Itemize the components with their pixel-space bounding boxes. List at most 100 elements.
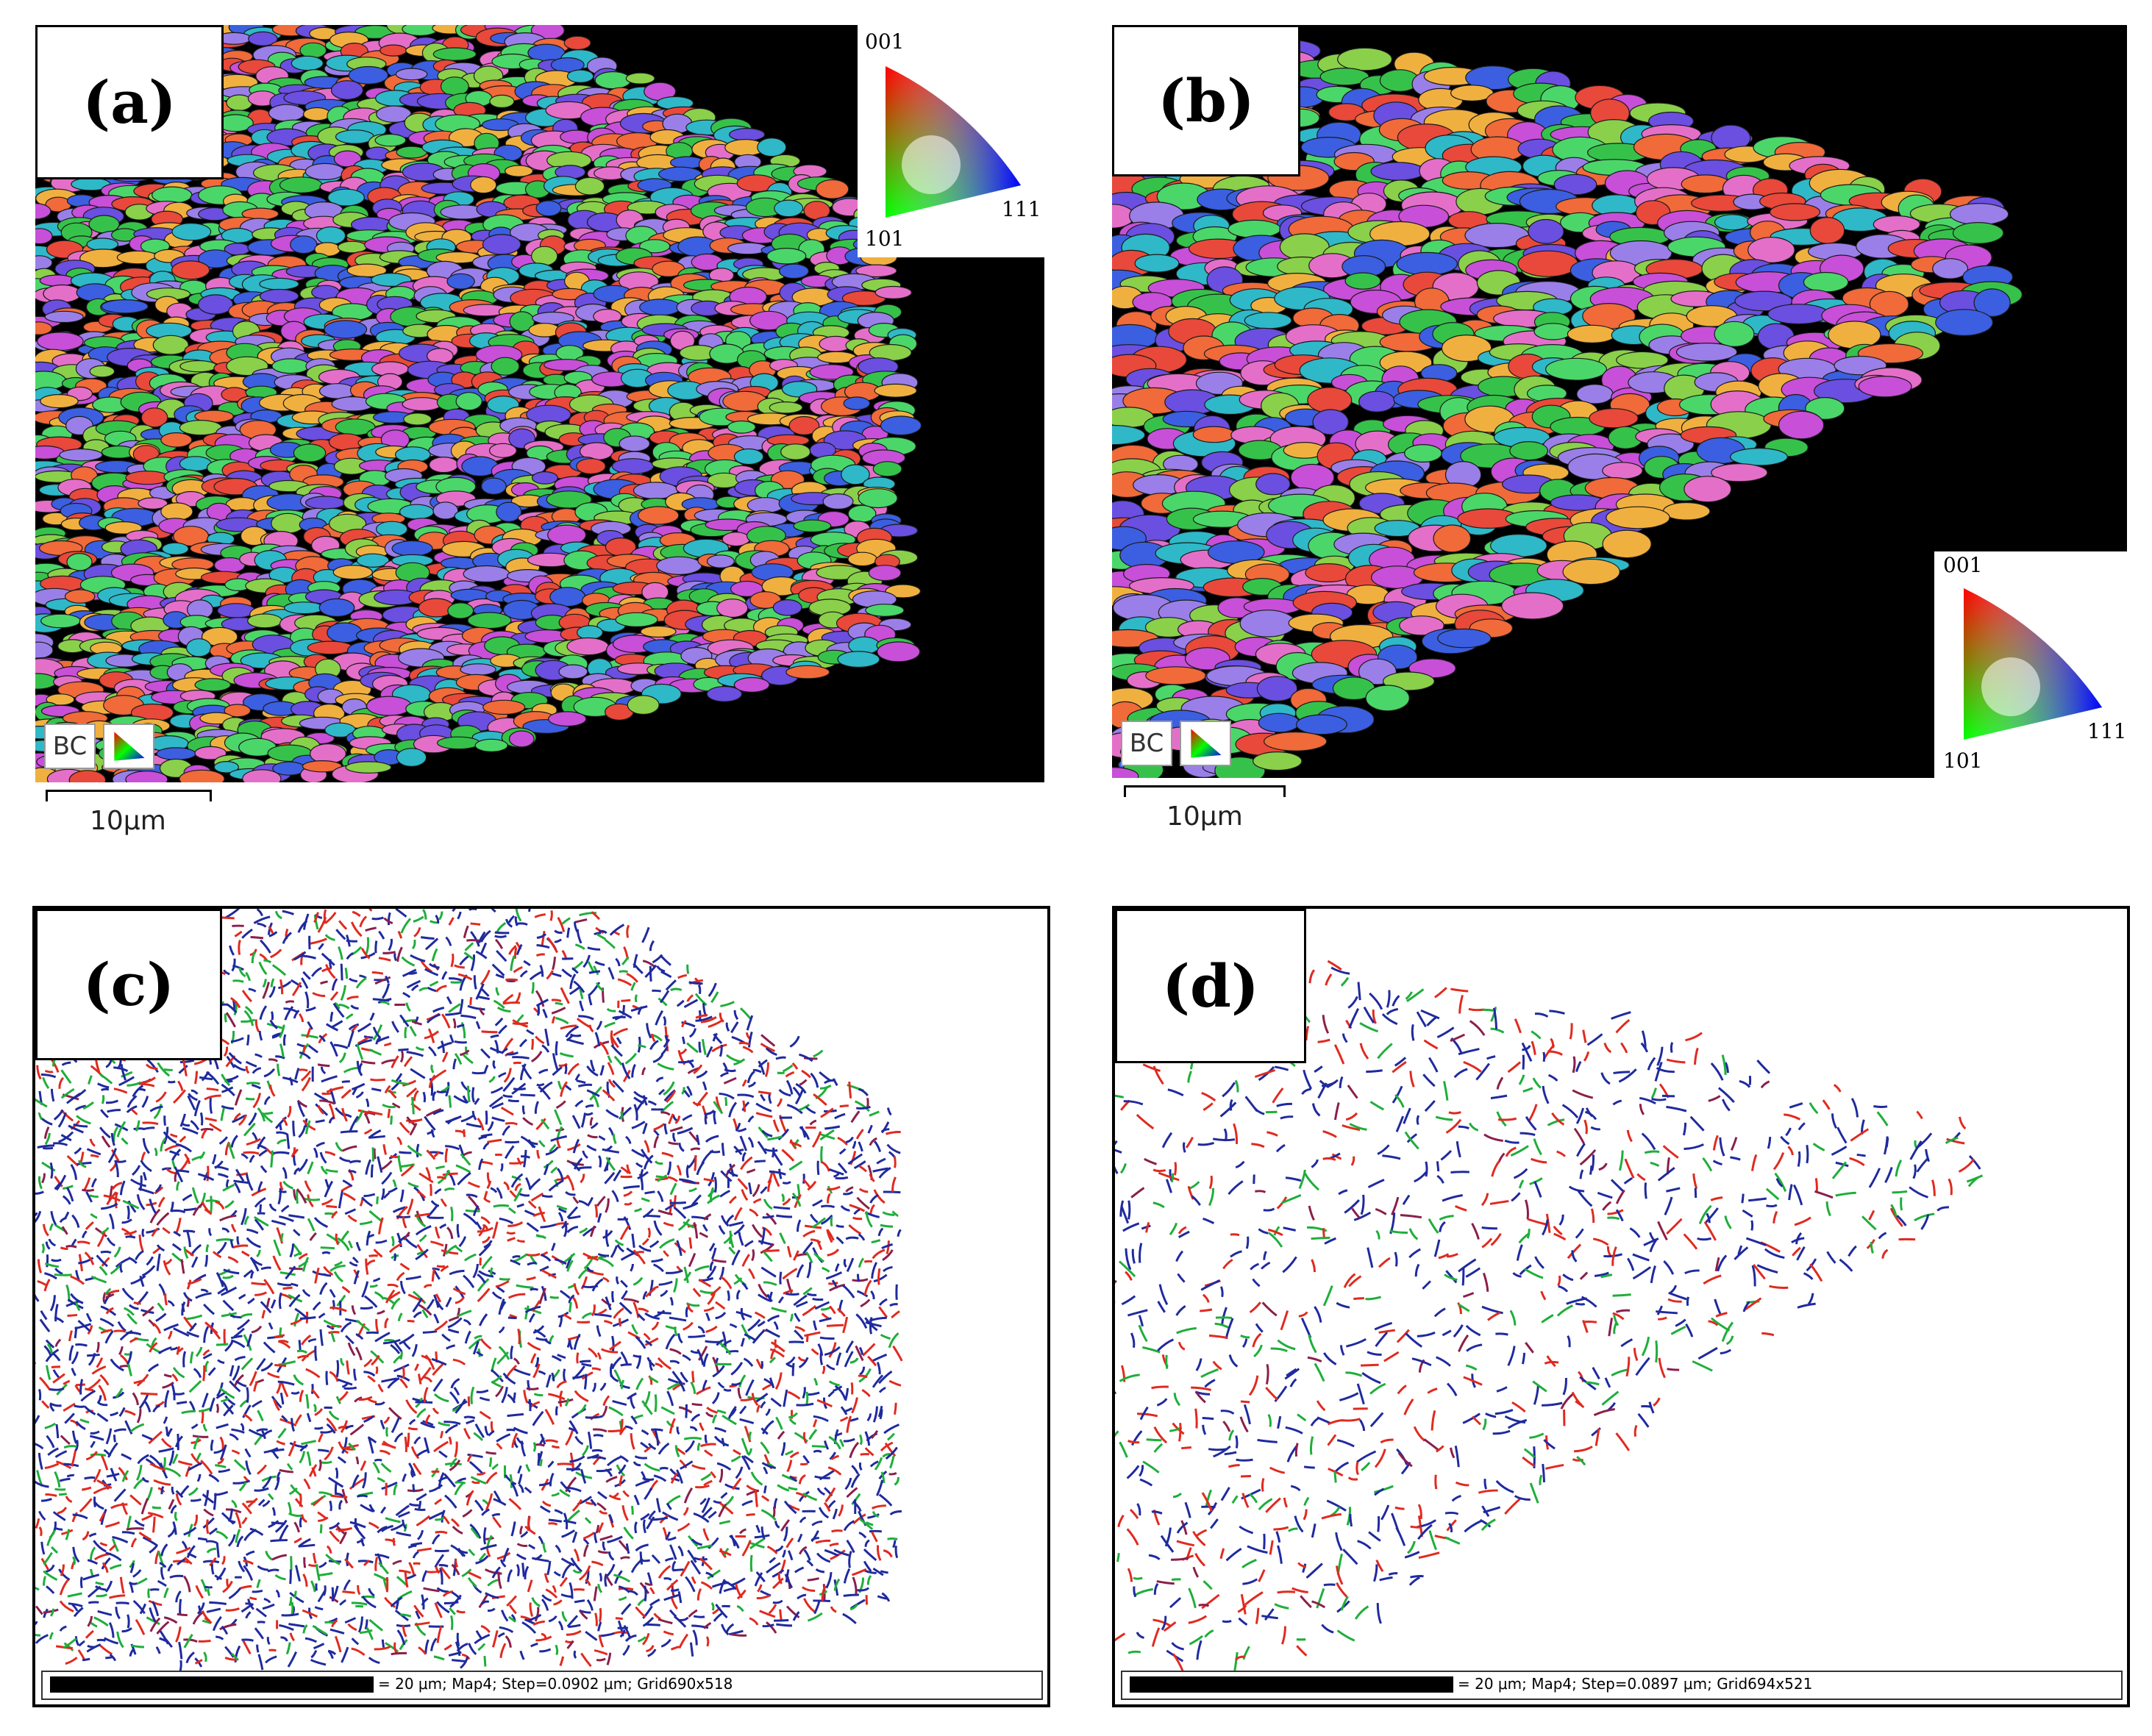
grain-boundary	[686, 994, 694, 1002]
grain-boundary	[650, 1033, 656, 1043]
grain-boundary	[690, 1147, 701, 1151]
ipf-toggle-b[interactable]	[1180, 721, 1231, 766]
grain-boundary	[767, 1172, 773, 1184]
grain-boundary	[393, 1252, 397, 1262]
grain-boundary	[433, 1269, 441, 1280]
grain-boundary	[406, 1199, 414, 1215]
grain-boundary	[76, 1115, 91, 1125]
grain-boundary	[458, 1236, 466, 1248]
grain-boundary	[566, 1226, 579, 1234]
grain-boundary	[886, 1107, 892, 1116]
grain-boundary	[221, 1105, 234, 1110]
grain-boundary	[101, 1094, 105, 1104]
grain-boundary	[526, 1029, 535, 1035]
grain	[1681, 174, 1731, 194]
scale-bar-a: 10μm	[46, 790, 212, 849]
grain-boundary	[415, 1249, 429, 1261]
grain-boundary	[586, 1196, 594, 1207]
grain-boundary	[445, 1145, 460, 1151]
grain-boundary	[390, 1115, 393, 1125]
grain-boundary	[288, 1267, 303, 1271]
grain-boundary	[329, 959, 332, 969]
grain-boundary	[268, 1058, 279, 1062]
grain-boundary	[587, 946, 601, 951]
grain-boundary	[610, 1044, 623, 1057]
grain	[1517, 250, 1579, 277]
grain-boundary	[631, 1064, 636, 1078]
grain-boundary	[711, 1247, 717, 1260]
grain-boundary	[199, 1112, 204, 1126]
ipf-toggle-a[interactable]	[103, 724, 154, 769]
grain-boundary	[500, 1107, 514, 1116]
grain-boundary	[319, 1151, 327, 1164]
grain-boundary	[700, 1016, 717, 1024]
grain-boundary	[257, 1181, 263, 1193]
grain	[611, 458, 655, 475]
grain-boundary	[853, 1160, 866, 1170]
grain-boundary	[654, 1160, 663, 1165]
grain-boundary	[598, 1257, 614, 1268]
grain	[1730, 447, 1788, 466]
grain-boundary	[561, 1221, 567, 1229]
grain-boundary	[791, 1192, 802, 1207]
grain-boundary	[729, 1236, 735, 1249]
grain-boundary	[224, 1200, 235, 1209]
grain-boundary	[646, 1023, 652, 1039]
grain-boundary	[735, 1122, 741, 1132]
grain-boundary	[614, 1239, 624, 1246]
grain	[496, 501, 522, 522]
grain-boundary	[489, 1046, 502, 1054]
grain-boundary	[649, 940, 655, 951]
grain-boundary	[538, 1068, 549, 1074]
grain-boundary	[138, 1082, 155, 1087]
grain-boundary	[693, 1064, 703, 1074]
grain-boundary	[589, 1117, 594, 1126]
grain-boundary	[487, 1138, 502, 1143]
grain-boundary	[723, 1076, 737, 1085]
grain	[432, 47, 477, 61]
grain-boundary	[554, 1258, 567, 1265]
grain-boundary	[785, 1071, 795, 1078]
bc-button-b[interactable]: BC	[1121, 721, 1172, 766]
grain-boundary	[480, 1048, 491, 1059]
grain-boundary	[307, 1021, 313, 1030]
grain-boundary	[432, 1007, 445, 1013]
grain-boundary	[728, 1246, 736, 1255]
grain	[1258, 712, 1300, 733]
grain	[125, 471, 170, 485]
grain-boundary	[347, 1240, 353, 1249]
grain-boundary	[555, 1041, 558, 1056]
grain-boundary	[173, 1230, 182, 1237]
grain-boundary	[776, 1098, 783, 1107]
grain-boundary	[869, 1204, 875, 1215]
grain-boundary	[569, 974, 577, 989]
grain-boundary	[182, 1229, 196, 1233]
grain-boundary	[653, 1135, 660, 1149]
grain	[44, 310, 84, 324]
grain-boundary	[586, 1268, 604, 1276]
grain-boundary	[115, 1257, 130, 1268]
grain	[822, 493, 854, 510]
grain-boundary	[541, 1044, 550, 1053]
grain	[855, 264, 897, 278]
bc-button-a[interactable]: BC	[44, 724, 96, 769]
grain-boundary	[360, 1196, 373, 1207]
grain-boundary	[271, 964, 287, 976]
grain-boundary	[630, 1005, 648, 1012]
grain-boundary	[725, 1022, 730, 1032]
grain-boundary	[382, 1104, 396, 1109]
grain-boundary	[405, 1237, 418, 1249]
grain-boundary	[500, 1047, 508, 1054]
grain-boundary	[677, 1050, 686, 1065]
grain-boundary	[307, 1044, 318, 1054]
grain	[311, 285, 340, 300]
grain	[877, 641, 921, 662]
grain-boundary	[320, 1165, 328, 1175]
ipf-triangle-b	[1964, 588, 2102, 740]
grain-boundary	[181, 1122, 190, 1127]
grain-boundary	[649, 1240, 660, 1249]
grain-boundary	[49, 1162, 54, 1179]
grain-boundary	[355, 976, 367, 989]
grain	[627, 695, 660, 715]
grain-boundary	[325, 964, 336, 979]
